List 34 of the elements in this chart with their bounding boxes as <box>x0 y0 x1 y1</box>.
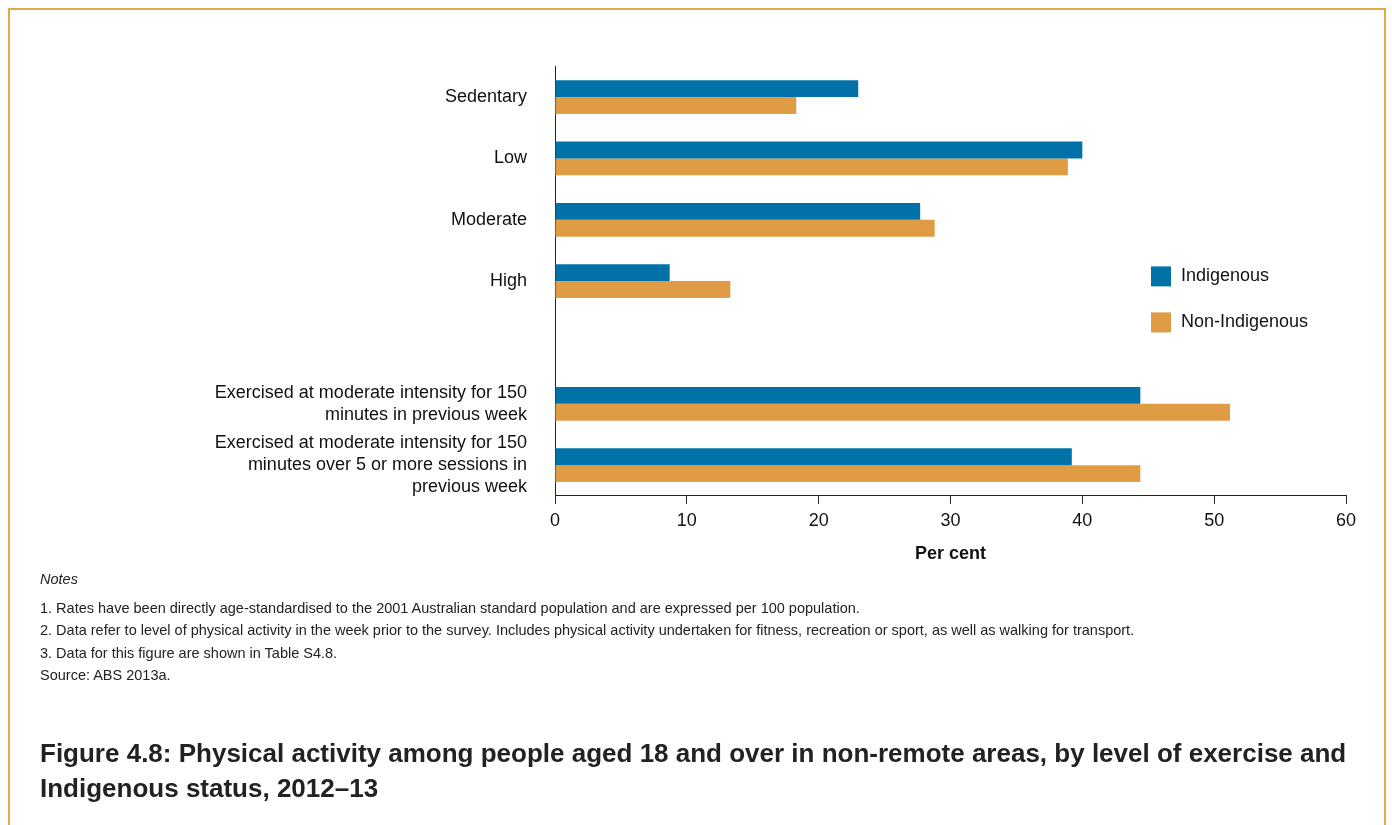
x-tick-label: 30 <box>940 509 961 530</box>
text: Figure 4.8: Physical activity among people aged 18 and over in non-remote areas, by level of exercise and Indigenous status, 2012–13 <box>40 737 1348 805</box>
bar <box>555 403 1230 421</box>
y-tick-label: Low <box>493 147 528 168</box>
y-tick-label: Exercised at moderate intensity for 150 minutes in previous week <box>214 381 528 424</box>
bar <box>555 448 1072 466</box>
bar <box>555 141 1083 159</box>
x-tick-label: 60 <box>1335 509 1357 530</box>
bar <box>555 465 1141 482</box>
source-note: Source: ABS 2013a. <box>40 666 172 685</box>
bar <box>555 281 731 298</box>
text: 2. Data refer to level of physical activity in the week prior to the survey. Includes physical activity undertaken for fitness, recreation or sport, as well as walking for transport. <box>40 621 1136 640</box>
bar <box>555 158 1068 176</box>
bar <box>555 80 859 98</box>
bar <box>555 219 935 237</box>
x-tick-label: 20 <box>808 509 829 530</box>
x-axis-title: Per cent <box>914 543 987 564</box>
x-tick-label: 40 <box>1072 509 1093 530</box>
text: 3. Data for this figure are shown in Table S4.8. <box>40 643 339 663</box>
text: Notes <box>40 570 79 589</box>
bar <box>555 386 1141 404</box>
y-tick-label: Sedentary <box>444 86 527 107</box>
bar <box>555 264 670 282</box>
legend-label: Indigenous <box>1181 265 1270 286</box>
y-tick-label: Moderate <box>450 208 527 229</box>
y-tick-label: High <box>489 270 527 291</box>
x-tick-label: 0 <box>549 509 561 530</box>
x-tick-label: 10 <box>676 509 697 530</box>
legend-label: Non-Indigenous <box>1181 311 1309 332</box>
bar <box>555 97 797 114</box>
bar <box>555 202 921 220</box>
text: 1. Rates have been directly age-standardised to the 2001 Australian standard population and are expressed per 100 population. <box>40 598 861 618</box>
x-tick-label: 50 <box>1204 509 1225 530</box>
y-tick-label: Exercised at moderate intensity for 150 minutes over 5 or more sessions in previous week <box>214 432 528 496</box>
